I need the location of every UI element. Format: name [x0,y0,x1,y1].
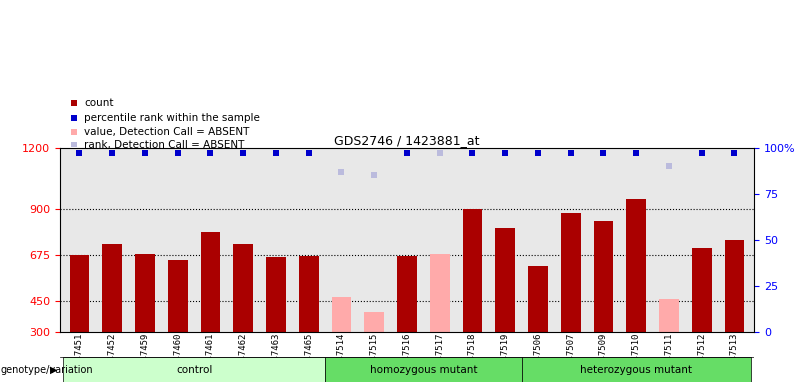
Bar [725,240,745,332]
Text: GSM147509: GSM147509 [599,332,608,381]
Bar [299,257,318,332]
Text: GSM147511: GSM147511 [665,332,674,381]
Bar [561,214,580,332]
Text: genotype/variation: genotype/variation [1,365,93,375]
Text: GSM147516: GSM147516 [402,332,412,381]
Text: GSM147510: GSM147510 [632,332,641,381]
Title: GDS2746 / 1423881_at: GDS2746 / 1423881_at [334,134,480,147]
Bar [496,228,515,332]
Text: control: control [176,364,212,375]
Bar [63,357,325,382]
Bar [522,357,751,382]
Bar [430,254,449,332]
Text: heterozygous mutant: heterozygous mutant [580,364,692,375]
Text: value, Detection Call = ABSENT: value, Detection Call = ABSENT [84,127,250,137]
Text: percentile rank within the sample: percentile rank within the sample [84,113,260,124]
Bar [69,255,89,332]
Bar [528,266,547,332]
Text: GSM147507: GSM147507 [567,332,575,381]
Bar [365,312,384,332]
Bar [267,257,286,332]
Bar [102,244,122,332]
Bar [594,220,614,332]
Text: rank, Detection Call = ABSENT: rank, Detection Call = ABSENT [84,140,244,150]
Bar [135,254,155,332]
Text: GSM147513: GSM147513 [730,332,739,381]
Text: GSM147512: GSM147512 [697,332,706,381]
Text: GSM147462: GSM147462 [239,332,247,381]
Text: GSM147463: GSM147463 [271,332,280,381]
Text: GSM147515: GSM147515 [369,332,379,381]
Text: GSM147518: GSM147518 [468,332,477,381]
Bar [332,297,351,332]
Text: GSM147459: GSM147459 [140,332,149,381]
Text: GSM147461: GSM147461 [206,332,215,381]
Bar [397,257,417,332]
Bar [168,260,188,332]
Bar [463,209,482,332]
Text: GSM147517: GSM147517 [435,332,444,381]
Bar [325,357,522,382]
Bar [233,244,253,332]
Text: GSM147452: GSM147452 [108,332,117,381]
Text: GSM147506: GSM147506 [534,332,543,381]
Bar [659,300,679,332]
Text: GSM147514: GSM147514 [337,332,346,381]
Text: GSM147519: GSM147519 [500,332,510,381]
Bar [692,248,712,332]
Text: ▶: ▶ [50,365,57,375]
Text: GSM147460: GSM147460 [173,332,182,381]
Text: homozygous mutant: homozygous mutant [369,364,477,375]
Text: GSM147465: GSM147465 [304,332,314,381]
Text: count: count [84,98,113,109]
Text: GSM147451: GSM147451 [75,332,84,381]
Bar [200,232,220,332]
Bar [626,199,646,332]
